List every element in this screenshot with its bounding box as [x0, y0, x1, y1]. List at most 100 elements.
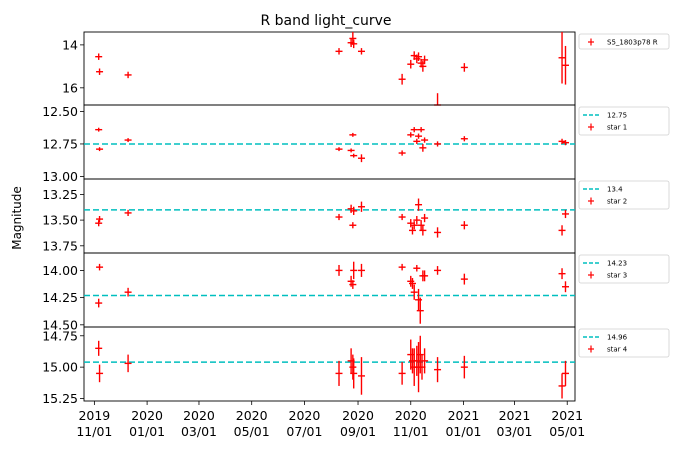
- data-point: [413, 264, 421, 272]
- panel-2: 12.50 12.75 13.00 12.75 star 1: [42, 104, 670, 184]
- y-tick-label: 13.25: [42, 187, 78, 202]
- data-point: [419, 60, 427, 72]
- panel-frame: [83, 31, 576, 106]
- legend-box: [578, 328, 670, 358]
- data-point: [335, 213, 343, 221]
- data-point: [349, 280, 357, 289]
- data-point: [124, 138, 132, 142]
- data-point: [124, 354, 132, 373]
- data-point: [417, 220, 425, 231]
- data-point: [416, 297, 424, 324]
- data-point: [335, 264, 343, 276]
- data-point: [415, 133, 423, 139]
- data-point: [96, 68, 104, 75]
- data-point: [413, 216, 421, 225]
- y-tick-label: 14: [62, 37, 78, 52]
- data-point: [434, 227, 442, 238]
- data-point: [561, 45, 569, 85]
- data-point: [124, 287, 132, 297]
- data-point: [335, 147, 343, 152]
- legend-label: 12.75: [607, 112, 627, 120]
- data-point: [460, 273, 468, 285]
- panels: 14 16 S5_1803p78 R 12.50 12.75 13.00 12.75 star…: [42, 31, 670, 406]
- data-point: [434, 266, 442, 275]
- legend-label: 14.23: [607, 260, 627, 268]
- y-tick-label: 13.50: [42, 213, 78, 228]
- data-point: [407, 339, 415, 370]
- data-point: [415, 52, 423, 61]
- data-point: [95, 220, 103, 227]
- y-tick-label: 12.75: [42, 136, 78, 151]
- data-point: [347, 148, 355, 153]
- chart-title: R band light_curve: [260, 13, 391, 29]
- data-point: [407, 219, 415, 228]
- x-tick-label: 2020 09/01: [340, 408, 376, 439]
- data-point: [421, 55, 429, 65]
- legend-label: 13.4: [607, 186, 623, 194]
- data-point: [410, 127, 418, 133]
- data-point: [357, 201, 365, 212]
- data-point: [357, 154, 365, 163]
- data-point: [421, 213, 429, 223]
- data-point: [561, 140, 569, 146]
- data-point: [407, 59, 415, 69]
- x-tick-label: 2021 05/01: [549, 408, 585, 439]
- y-tick-label: 14.50: [42, 317, 78, 332]
- x-tick-label: 2021 01/01: [445, 408, 481, 439]
- x-tick-label: 2020 07/01: [286, 408, 322, 439]
- data-point: [335, 360, 343, 386]
- legend: S5_1803p78 R: [578, 33, 670, 50]
- data-point: [357, 357, 365, 395]
- data-point: [434, 357, 442, 383]
- legend-label: star 1: [607, 124, 627, 132]
- data-point: [434, 93, 442, 106]
- data-point: [350, 39, 358, 49]
- y-tick-label: 14.00: [42, 263, 78, 278]
- data-point: [460, 355, 468, 379]
- panel-frame: [83, 326, 576, 402]
- data-point: [124, 71, 132, 79]
- y-tick-label: 14.25: [42, 290, 78, 305]
- data-point: [398, 213, 406, 221]
- legend-box: [578, 254, 670, 284]
- legend-box: [578, 33, 670, 50]
- data-point: [421, 270, 429, 282]
- y-tick-label: 16: [62, 80, 78, 95]
- panel-frame: [83, 252, 576, 328]
- legend-label: 14.96: [607, 334, 628, 342]
- data-point: [124, 209, 132, 216]
- data-point: [398, 263, 406, 271]
- legend: 12.75 star 1: [578, 106, 670, 136]
- data-point: [349, 132, 357, 137]
- legend-label: S5_1803p78 R: [607, 39, 658, 47]
- data-point: [96, 216, 104, 223]
- data-point: [558, 32, 566, 84]
- data-point: [561, 281, 569, 293]
- legend: 14.96 star 4: [578, 328, 670, 358]
- data-point: [419, 143, 427, 152]
- legend-label: star 4: [607, 346, 628, 354]
- data-point: [350, 206, 358, 215]
- data-point: [460, 136, 468, 142]
- legend-box: [578, 106, 670, 136]
- data-point: [357, 263, 365, 277]
- data-point: [410, 221, 418, 230]
- data-point: [95, 53, 103, 60]
- y-tick-label: 14.75: [42, 328, 78, 343]
- data-point: [398, 73, 406, 85]
- data-point: [408, 226, 416, 235]
- data-point: [413, 138, 421, 144]
- data-point: [349, 222, 357, 229]
- data-point: [350, 261, 358, 280]
- data-point: [419, 225, 427, 236]
- x-tick-label: 2020 05/01: [234, 408, 270, 439]
- data-point: [558, 225, 566, 236]
- data-point: [558, 268, 566, 280]
- legend: 13.4 star 2: [578, 180, 670, 210]
- x-axis: 2019 11/01 2020 01/01 2020 03/01 2020 05/01 2020…: [76, 401, 585, 439]
- y-axis-label: Magnitude: [10, 186, 24, 250]
- panel-frame: [83, 104, 576, 180]
- data-point: [421, 348, 429, 374]
- data-point: [407, 132, 415, 138]
- panel-frame: [83, 178, 576, 254]
